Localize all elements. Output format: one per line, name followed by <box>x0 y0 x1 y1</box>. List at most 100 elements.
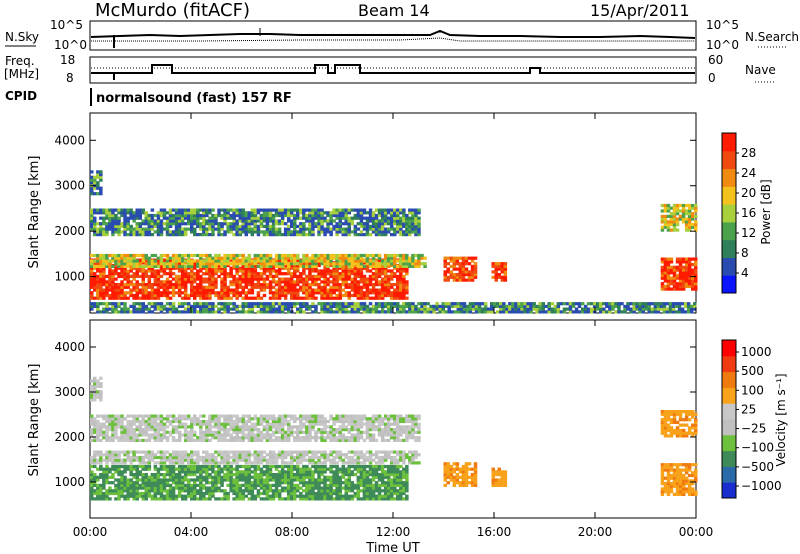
heat-cell <box>159 491 164 496</box>
heat-cell <box>462 304 467 308</box>
heat-cell <box>650 307 655 311</box>
heat-cell <box>211 222 215 226</box>
heat-cell <box>377 296 382 300</box>
heat-cell <box>223 269 227 273</box>
heat-cell <box>165 233 170 237</box>
heat-cell <box>193 291 197 295</box>
heat-cell <box>374 227 379 231</box>
heat-cell <box>499 307 503 311</box>
heat-cell <box>277 302 282 306</box>
heat-cell <box>180 277 185 281</box>
heat-cell <box>120 478 124 482</box>
heat-cell <box>126 216 130 220</box>
heat-cell <box>177 219 182 223</box>
heat-cell <box>347 497 351 501</box>
heat-cell <box>202 464 206 469</box>
heat-cell <box>308 274 312 278</box>
heat-cell <box>90 216 94 220</box>
heat-cell <box>329 263 333 268</box>
heat-cell <box>323 211 327 215</box>
heat-cell <box>408 216 412 220</box>
heat-cell <box>168 467 173 471</box>
heat-cell <box>211 310 215 314</box>
heat-cell <box>477 307 482 311</box>
heat-cell <box>280 464 285 469</box>
heat-cell <box>226 307 230 311</box>
heat-cell <box>660 260 665 264</box>
heat-cell <box>256 264 261 268</box>
heat-cell <box>399 224 403 228</box>
heat-cell <box>347 264 351 268</box>
heat-cell <box>241 483 245 487</box>
heat-cell <box>326 213 330 218</box>
heat-cell <box>338 296 342 300</box>
heat-cell <box>162 253 167 258</box>
heat-cell <box>499 310 503 314</box>
heat-cell <box>93 224 97 228</box>
heat-cell <box>550 307 555 311</box>
heat-cell <box>138 478 142 482</box>
heat-cell <box>202 470 206 474</box>
heat-cell <box>135 222 139 226</box>
heat-cell <box>663 284 668 288</box>
heat-cell <box>335 269 339 273</box>
heat-cell <box>290 277 294 281</box>
heat-cell <box>256 256 261 260</box>
heat-cell <box>311 310 315 314</box>
heat-cell <box>196 213 200 218</box>
heat-cell <box>96 192 100 196</box>
heat-cell <box>96 497 100 501</box>
heat-cell <box>232 222 236 226</box>
heat-cell <box>165 497 170 501</box>
heat-cell <box>287 481 291 485</box>
heat-cell <box>268 208 273 212</box>
heat-cell <box>368 470 373 474</box>
heat-cell <box>344 483 348 487</box>
heat-cell <box>205 293 209 298</box>
heat-cell <box>464 262 469 266</box>
heat-cell <box>114 467 118 471</box>
heat-cell <box>338 491 342 496</box>
heat-cell <box>123 486 127 490</box>
heat-cell <box>277 269 282 273</box>
heat-cell <box>338 288 342 292</box>
heat-cell <box>120 285 124 289</box>
heat-cell <box>290 291 294 295</box>
heat-cell <box>332 470 336 474</box>
heat-cell <box>290 470 294 474</box>
heat-cell <box>380 213 385 218</box>
heat-cell <box>150 288 155 292</box>
heat-cell <box>183 473 188 477</box>
heat-cell <box>256 253 261 258</box>
heat-cell <box>196 262 200 266</box>
heat-cell <box>105 253 109 258</box>
heat-cell <box>456 310 461 314</box>
heat-cell <box>162 307 167 311</box>
heat-cell <box>232 280 236 284</box>
heat-cell <box>311 274 315 278</box>
heat-cell <box>202 296 206 300</box>
heat-cell <box>132 302 136 306</box>
heat-cell <box>308 208 312 212</box>
heat-cell <box>205 277 209 281</box>
heat-cell <box>338 467 342 471</box>
heat-cell <box>177 227 182 231</box>
heat-cell <box>190 467 194 471</box>
heat-cell <box>641 302 645 306</box>
heat-cell <box>274 486 279 490</box>
heat-cell <box>365 296 370 300</box>
heat-cell <box>199 467 203 471</box>
heat-cell <box>405 486 409 490</box>
heat-cell <box>99 486 103 490</box>
heat-cell <box>211 259 215 263</box>
heat-cell <box>196 216 200 220</box>
heat-cell <box>386 491 391 496</box>
heat-cell <box>356 233 361 237</box>
heat-cell <box>344 489 348 493</box>
heat-cell <box>377 269 382 273</box>
heat-cell <box>681 265 686 269</box>
heat-cell <box>577 310 582 314</box>
heat-cell <box>141 280 145 284</box>
heat-cell <box>314 467 318 471</box>
